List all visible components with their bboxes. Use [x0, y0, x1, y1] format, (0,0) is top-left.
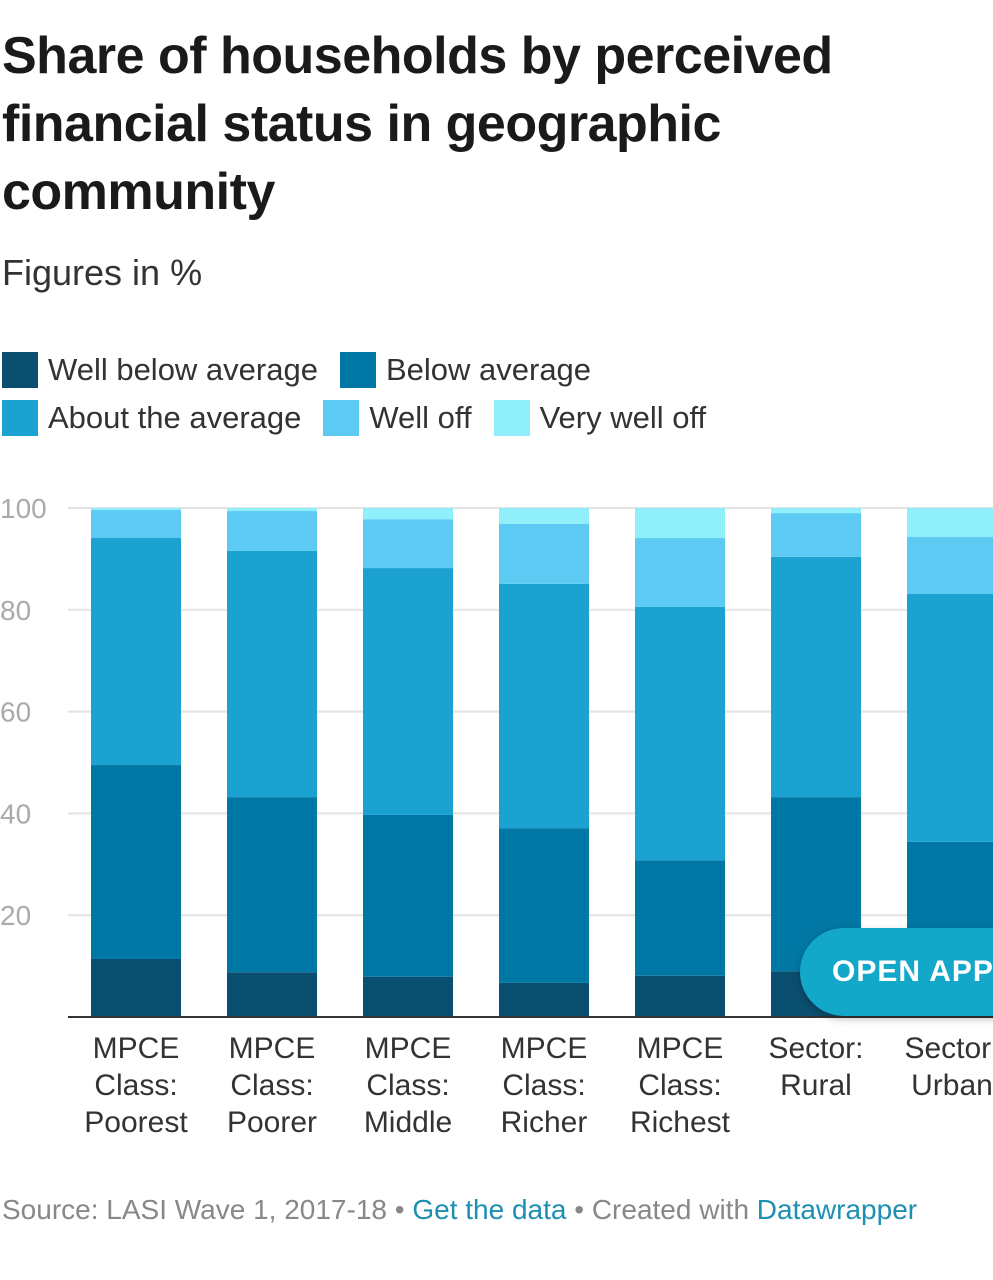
- bar-segment: [907, 508, 993, 538]
- bar-segment: [227, 550, 317, 798]
- bar-segment: [91, 958, 181, 1017]
- bar-segment: [227, 511, 317, 551]
- bar-segment: [363, 519, 453, 569]
- bar-segment: [635, 975, 725, 1017]
- bar-segment: [635, 606, 725, 861]
- bar-segment: [771, 513, 861, 557]
- source: Source: LASI Wave 1, 2017-18: [2, 1194, 387, 1225]
- y-tick-label: 40: [0, 798, 31, 829]
- x-tick-label: Sector: Rural: [768, 1032, 864, 1102]
- bar-segment: [91, 538, 181, 766]
- chart: 20 40 60 80 100: [0, 493, 993, 1018]
- y-tick-label: 80: [0, 595, 31, 626]
- bar-segment: [363, 814, 453, 977]
- legend-swatch: [2, 400, 38, 436]
- legend-label: About the average: [48, 400, 302, 435]
- legend-item: Below average: [339, 350, 592, 390]
- bar-segment: [499, 982, 589, 1017]
- separator: •: [394, 1194, 405, 1225]
- legend-swatch: [493, 400, 530, 436]
- bar-segment: [499, 523, 589, 584]
- y-tick-label: 100: [0, 493, 47, 524]
- bar-segment: [91, 765, 181, 959]
- bar-segment: [499, 508, 589, 524]
- bar-segment: [499, 583, 589, 829]
- legend-item: Well below average: [2, 350, 318, 390]
- bar-segment: [907, 537, 993, 595]
- bar-segment: [635, 508, 725, 539]
- open-app-button[interactable]: OPEN APP: [800, 928, 993, 1016]
- legend-swatch: [2, 352, 38, 388]
- legend-item: About the average: [2, 398, 301, 438]
- bar-segment: [227, 508, 317, 512]
- bar-segment: [635, 860, 725, 976]
- x-tick-label: MPCE Class: Richest: [629, 1032, 731, 1139]
- legend-label: Well below average: [48, 352, 318, 387]
- legend-label: Well off: [369, 400, 472, 435]
- legend-item: Very well off: [493, 398, 707, 438]
- get-data-link[interactable]: Get the data: [412, 1194, 567, 1225]
- x-tick-label: MPCE Class: Middle: [363, 1032, 453, 1139]
- bar-segment: [635, 538, 725, 607]
- legend-swatch: [339, 352, 376, 388]
- legend-swatch: [323, 400, 360, 436]
- bar-segment: [91, 510, 181, 539]
- x-tick-label: MPCE Class: Richer: [500, 1032, 588, 1139]
- legend-item: Well off: [323, 398, 472, 438]
- bar-segment: [91, 508, 181, 511]
- y-tick-label: 60: [0, 697, 31, 728]
- bar-segment: [907, 594, 993, 842]
- bar-segment: [363, 568, 453, 815]
- x-tick-label: MPCE Class: Poorest: [84, 1032, 188, 1139]
- chart-title: Share of households by perceived financi…: [2, 27, 833, 221]
- credit-link[interactable]: Datawrapper: [756, 1194, 918, 1225]
- bar-segment: [227, 797, 317, 973]
- footer: Source: LASI Wave 1, 2017-18 • Get the d…: [2, 1194, 917, 1226]
- bar-segment: [771, 556, 861, 798]
- bar-segment: [363, 508, 453, 520]
- bar-segment: [227, 972, 317, 1017]
- legend-label: Below average: [385, 352, 592, 387]
- bar-segment: [499, 828, 589, 983]
- x-tick-label: MPCE Class: Poorer: [226, 1032, 318, 1139]
- chart-subtitle: Figures in %: [2, 252, 203, 293]
- bar-segment: [771, 508, 861, 514]
- legend: Well below average Below average About the…: [2, 350, 932, 438]
- x-tick-label: Sector: Urban: [904, 1032, 993, 1102]
- separator: •: [574, 1194, 585, 1225]
- bar-segment: [363, 976, 453, 1017]
- legend-label: Very well off: [539, 400, 707, 435]
- y-tick-label: 20: [0, 900, 31, 931]
- created-with: Created with: [591, 1194, 750, 1225]
